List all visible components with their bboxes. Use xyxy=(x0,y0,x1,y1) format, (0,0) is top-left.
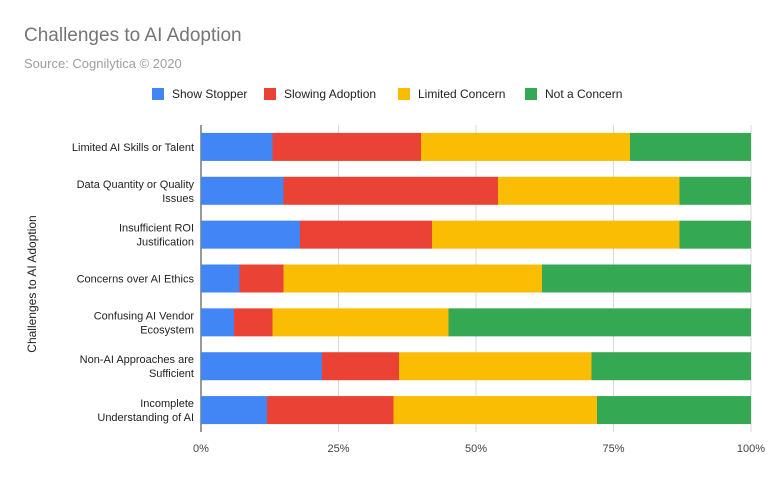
bar-segment xyxy=(201,352,322,381)
category-label: Insufficient ROI Justification xyxy=(119,223,194,249)
bar-segment xyxy=(448,308,751,337)
bar-segment xyxy=(201,220,300,249)
chart-subtitle: Source: Cognilytica © 2020 xyxy=(24,56,182,71)
bar-segment xyxy=(272,308,449,337)
legend-label: Show Stopper xyxy=(172,87,247,101)
bar-segment xyxy=(201,132,273,161)
bar-segment xyxy=(630,132,751,161)
bar-segment xyxy=(322,352,399,381)
x-tick-label: 0% xyxy=(193,443,209,455)
y-axis-title: Challenges to AI Adoption xyxy=(25,215,39,352)
bar-segment xyxy=(283,176,498,205)
chart-title: Challenges to AI Adoption xyxy=(24,25,242,46)
legend-swatch xyxy=(264,88,276,100)
legend-swatch xyxy=(398,88,410,100)
bar-segment xyxy=(597,396,751,425)
bar-segment xyxy=(300,220,432,249)
legend-label: Limited Concern xyxy=(418,87,505,101)
bar-segment xyxy=(498,176,680,205)
bar-segment xyxy=(679,176,751,205)
bar-segment xyxy=(234,308,273,337)
bar-segment xyxy=(393,396,597,425)
category-label: Data Quantity or Quality Issues xyxy=(77,179,195,205)
category-label: Limited AI Skills or Talent xyxy=(72,142,194,154)
x-tick-label: 75% xyxy=(602,443,624,455)
bar-segment xyxy=(421,132,630,161)
bar-segment xyxy=(201,396,267,425)
bar-segment xyxy=(239,264,284,293)
legend-label: Not a Concern xyxy=(545,87,622,101)
bar-segment xyxy=(591,352,751,381)
x-tick-label: 25% xyxy=(327,443,349,455)
bar-segment xyxy=(283,264,542,293)
category-labels: Limited AI Skills or Talent Data Quantity… xyxy=(72,142,195,424)
category-label: Confusing AI Vendor Ecosystem xyxy=(94,310,195,336)
bar-segment xyxy=(272,132,421,161)
bar-segment xyxy=(201,176,284,205)
bar-segment xyxy=(267,396,394,425)
category-label: Incomplete Understanding of AI xyxy=(97,398,194,424)
bar-segment xyxy=(399,352,592,381)
bar-segment xyxy=(201,308,234,337)
legend-label: Slowing Adoption xyxy=(284,87,376,101)
category-label: Non-AI Approaches are Sufficient xyxy=(80,354,194,380)
bar-segment xyxy=(201,264,240,293)
x-tick-label: 100% xyxy=(737,443,765,455)
bar-segment xyxy=(432,220,680,249)
bar-segment xyxy=(679,220,751,249)
legend-swatch xyxy=(152,88,164,100)
bar-segment xyxy=(542,264,751,293)
x-tick-label: 50% xyxy=(465,443,487,455)
legend: Show Stopper Slowing Adoption Limited Conc… xyxy=(152,87,622,101)
x-axis-ticks: 0% 25% 50% 75% 100% xyxy=(193,443,765,455)
category-label: Concerns over AI Ethics xyxy=(77,274,195,286)
bars xyxy=(201,132,751,425)
legend-swatch xyxy=(525,88,537,100)
